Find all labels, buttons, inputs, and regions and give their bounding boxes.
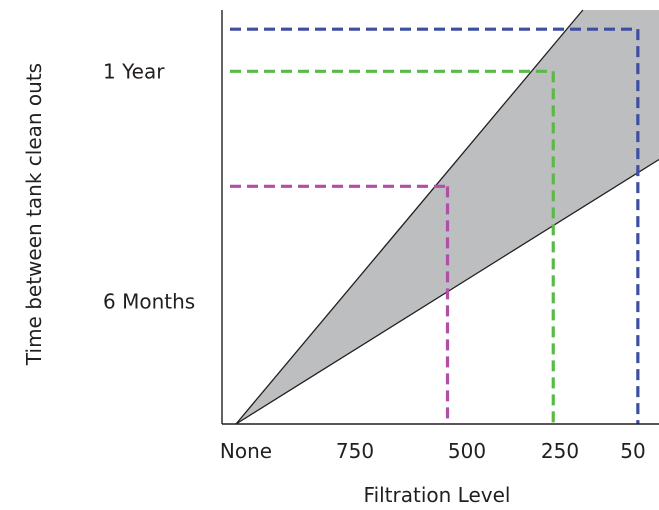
- x-tick-label: 250: [541, 439, 579, 463]
- x-tick-label: None: [220, 439, 272, 463]
- x-tick-label: 50: [620, 439, 645, 463]
- y-tick-label: 6 Months: [103, 289, 195, 313]
- x-axis-title: Filtration Level: [364, 483, 511, 507]
- band-upper-edge: [235, 9, 584, 425]
- y-tick-label: 1 Year: [103, 59, 165, 83]
- y-axis-title: Time between tank clean outs: [22, 63, 46, 366]
- x-tick-label: 750: [336, 439, 374, 463]
- x-tick-label: 500: [448, 439, 486, 463]
